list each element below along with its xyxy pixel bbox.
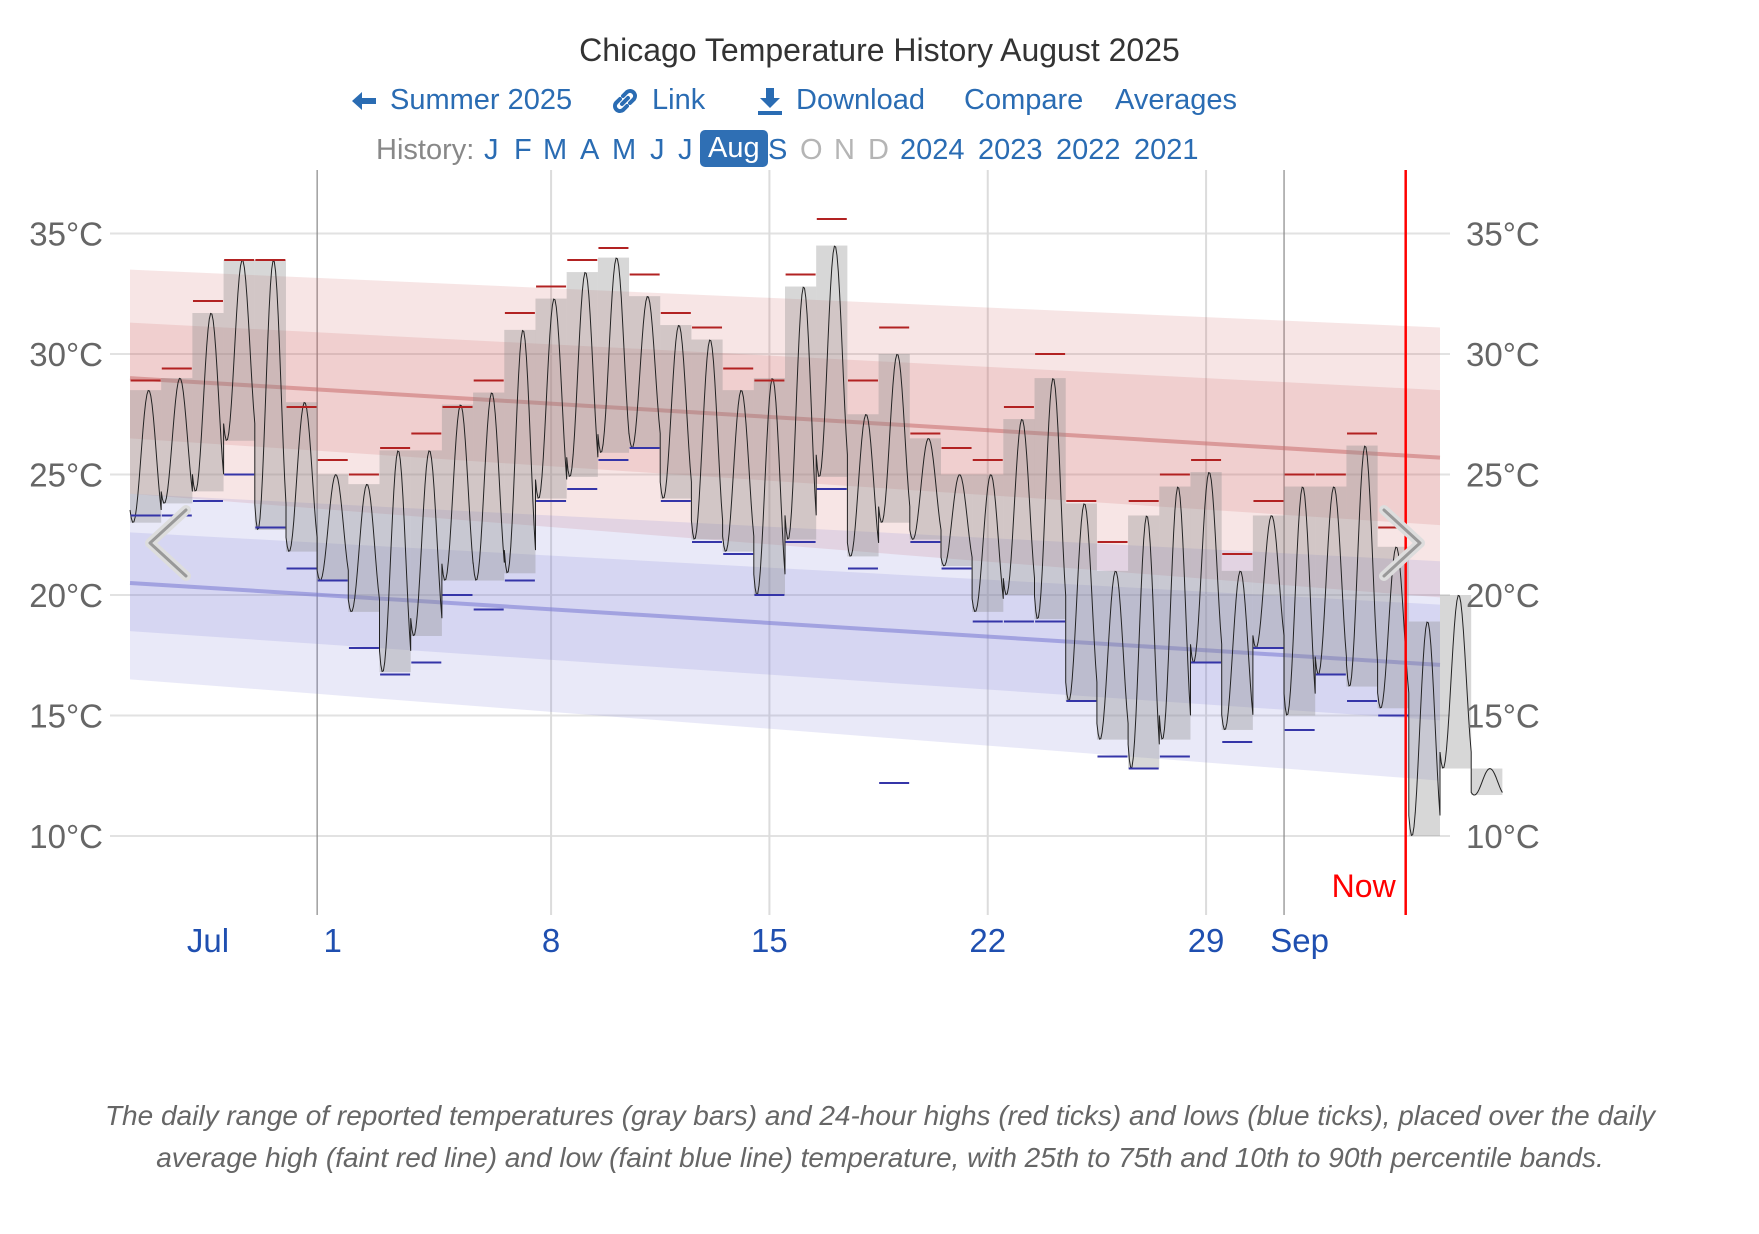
range-bar [1221, 570, 1253, 730]
range-bar [410, 450, 442, 636]
link-label: Link [652, 84, 706, 116]
chevron-left-icon-outline[interactable] [148, 508, 188, 578]
history-month-6[interactable]: J [650, 134, 665, 166]
range-bar [1408, 621, 1440, 836]
range-bar [847, 414, 879, 557]
compare-link[interactable]: Compare [964, 84, 1083, 117]
low-band-10-90 [130, 493, 1440, 781]
y-tick-label-left: 15°C [29, 698, 103, 735]
x-tick-label: 22 [969, 922, 1006, 959]
history-label: History: [376, 134, 475, 166]
y-tick-label-right: 15°C [1466, 698, 1540, 735]
temperature-trace [129, 245, 1503, 837]
y-tick-label-right: 30°C [1466, 336, 1540, 373]
x-tick-label: Jul [187, 922, 229, 959]
range-bar [816, 245, 848, 477]
range-bar [1159, 486, 1191, 740]
y-tick-label-right: 10°C [1466, 818, 1540, 855]
range-bar [1065, 503, 1097, 702]
y-tick-label-right: 25°C [1466, 457, 1540, 494]
avg-high-line [129, 376, 1441, 460]
y-tick-label-left: 10°C [29, 818, 103, 855]
range-bar [878, 354, 910, 523]
range-bar [379, 450, 411, 673]
range-bar [1128, 515, 1160, 769]
x-tick-label: 29 [1188, 922, 1225, 959]
history-month-4[interactable]: A [580, 134, 600, 166]
range-bar [566, 272, 598, 477]
y-tick-label-right: 20°C [1466, 577, 1540, 614]
now-label: Now [1332, 868, 1397, 904]
range-bar [130, 390, 162, 523]
history-month-3[interactable]: M [543, 134, 568, 166]
range-bar [473, 392, 505, 581]
history-month-10: O [800, 134, 823, 166]
history-year-2021[interactable]: 2021 [1134, 134, 1199, 166]
y-tick-label-left: 25°C [29, 457, 103, 494]
range-bar [1096, 570, 1129, 740]
range-bar [722, 390, 754, 552]
range-bar [909, 438, 941, 540]
history-month-8[interactable]: Aug [700, 130, 768, 167]
range-bar [785, 286, 817, 540]
arrow-left-icon [352, 91, 376, 110]
range-bar [1440, 595, 1472, 769]
x-tick-label: 8 [542, 922, 560, 959]
history-month-2[interactable]: F [514, 134, 532, 166]
permalink-link[interactable]: Link [610, 84, 705, 117]
nav-bar: Summer 2025 Link Download Compare Averag… [0, 84, 1759, 128]
range-bar [192, 313, 224, 492]
download-icon [758, 87, 782, 115]
page-title: Chicago Temperature History August 2025 [579, 32, 1180, 68]
back-summer-label: Summer 2025 [390, 84, 573, 116]
averages-link[interactable]: Averages [1115, 84, 1237, 117]
y-tick-label-left: 35°C [29, 216, 103, 253]
compare-label: Compare [964, 84, 1084, 116]
range-bar [223, 260, 255, 441]
y-tick-label-right: 35°C [1466, 216, 1540, 253]
link-icon [613, 88, 637, 113]
range-bar [1034, 378, 1066, 620]
history-month-12: D [868, 134, 889, 166]
history-year-2024[interactable]: 2024 [900, 134, 965, 166]
x-tick-label: Sep [1270, 922, 1329, 959]
temperature-chart: Now 10°C 10°C 15°C 15°C 20°C 20°C 25°C 25°C 30°C 3… [29, 170, 1540, 959]
range-bar [441, 404, 474, 581]
history-month-9[interactable]: S [768, 134, 788, 166]
high-band-25-75 [130, 322, 1440, 526]
range-bar [753, 378, 785, 595]
high-band-10-90 [130, 269, 1440, 598]
history-month-7[interactable]: J [678, 134, 693, 166]
range-bar [1190, 472, 1222, 663]
low-band-25-75 [130, 532, 1440, 721]
range-bar [161, 378, 193, 504]
x-tick-label: 15 [751, 922, 788, 959]
history-month-1[interactable]: J [484, 134, 499, 166]
range-bar [504, 329, 536, 574]
chart-caption: The daily range of reported temperatures… [104, 1100, 1656, 1173]
y-tick-label-left: 30°C [29, 336, 103, 373]
download-link[interactable]: Download [756, 84, 925, 117]
range-bar [535, 298, 567, 499]
history-year-2022[interactable]: 2022 [1056, 134, 1121, 166]
range-bar [1471, 768, 1503, 796]
history-month-5[interactable]: M [612, 134, 637, 166]
y-tick-label-left: 20°C [29, 577, 103, 614]
history-nav: History: J F M A M J J Aug S O N D 2024 2023 2022 2021 [0, 130, 1759, 176]
history-month-11: N [834, 134, 855, 166]
averages-label: Averages [1115, 84, 1237, 116]
download-label: Download [796, 84, 925, 116]
x-tick-label: 1 [324, 922, 342, 959]
chevron-right-icon-outline[interactable] [1382, 508, 1422, 578]
history-year-2023[interactable]: 2023 [978, 134, 1043, 166]
back-summer-link[interactable]: Summer 2025 [350, 84, 572, 117]
range-bar [254, 260, 286, 530]
